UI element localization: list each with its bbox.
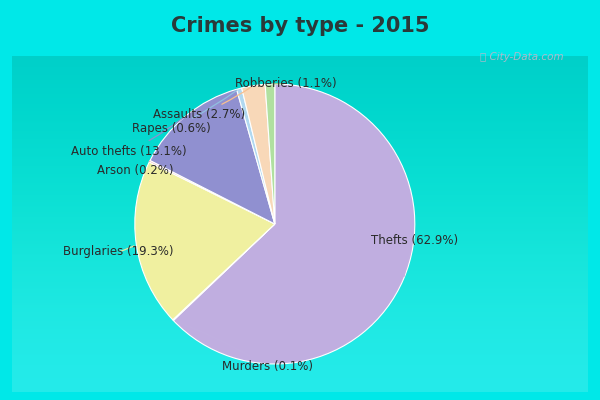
Text: Thefts (62.9%): Thefts (62.9%)	[371, 234, 458, 276]
Wedge shape	[265, 84, 275, 224]
Wedge shape	[173, 84, 415, 364]
Wedge shape	[242, 84, 275, 224]
Text: Crimes by type - 2015: Crimes by type - 2015	[171, 16, 429, 36]
Text: Assaults (2.7%): Assaults (2.7%)	[153, 87, 251, 121]
Text: Burglaries (19.3%): Burglaries (19.3%)	[63, 246, 173, 258]
Wedge shape	[236, 88, 275, 224]
Text: Murders (0.1%): Murders (0.1%)	[176, 321, 313, 373]
Wedge shape	[173, 224, 275, 320]
Wedge shape	[135, 162, 275, 320]
Text: Arson (0.2%): Arson (0.2%)	[97, 161, 173, 177]
Text: ⓘ City-Data.com: ⓘ City-Data.com	[481, 52, 564, 62]
Text: Robberies (1.1%): Robberies (1.1%)	[235, 78, 337, 90]
Text: Rapes (0.6%): Rapes (0.6%)	[132, 90, 237, 135]
Wedge shape	[149, 160, 275, 224]
Text: Auto thefts (13.1%): Auto thefts (13.1%)	[71, 118, 187, 158]
Wedge shape	[150, 89, 275, 224]
